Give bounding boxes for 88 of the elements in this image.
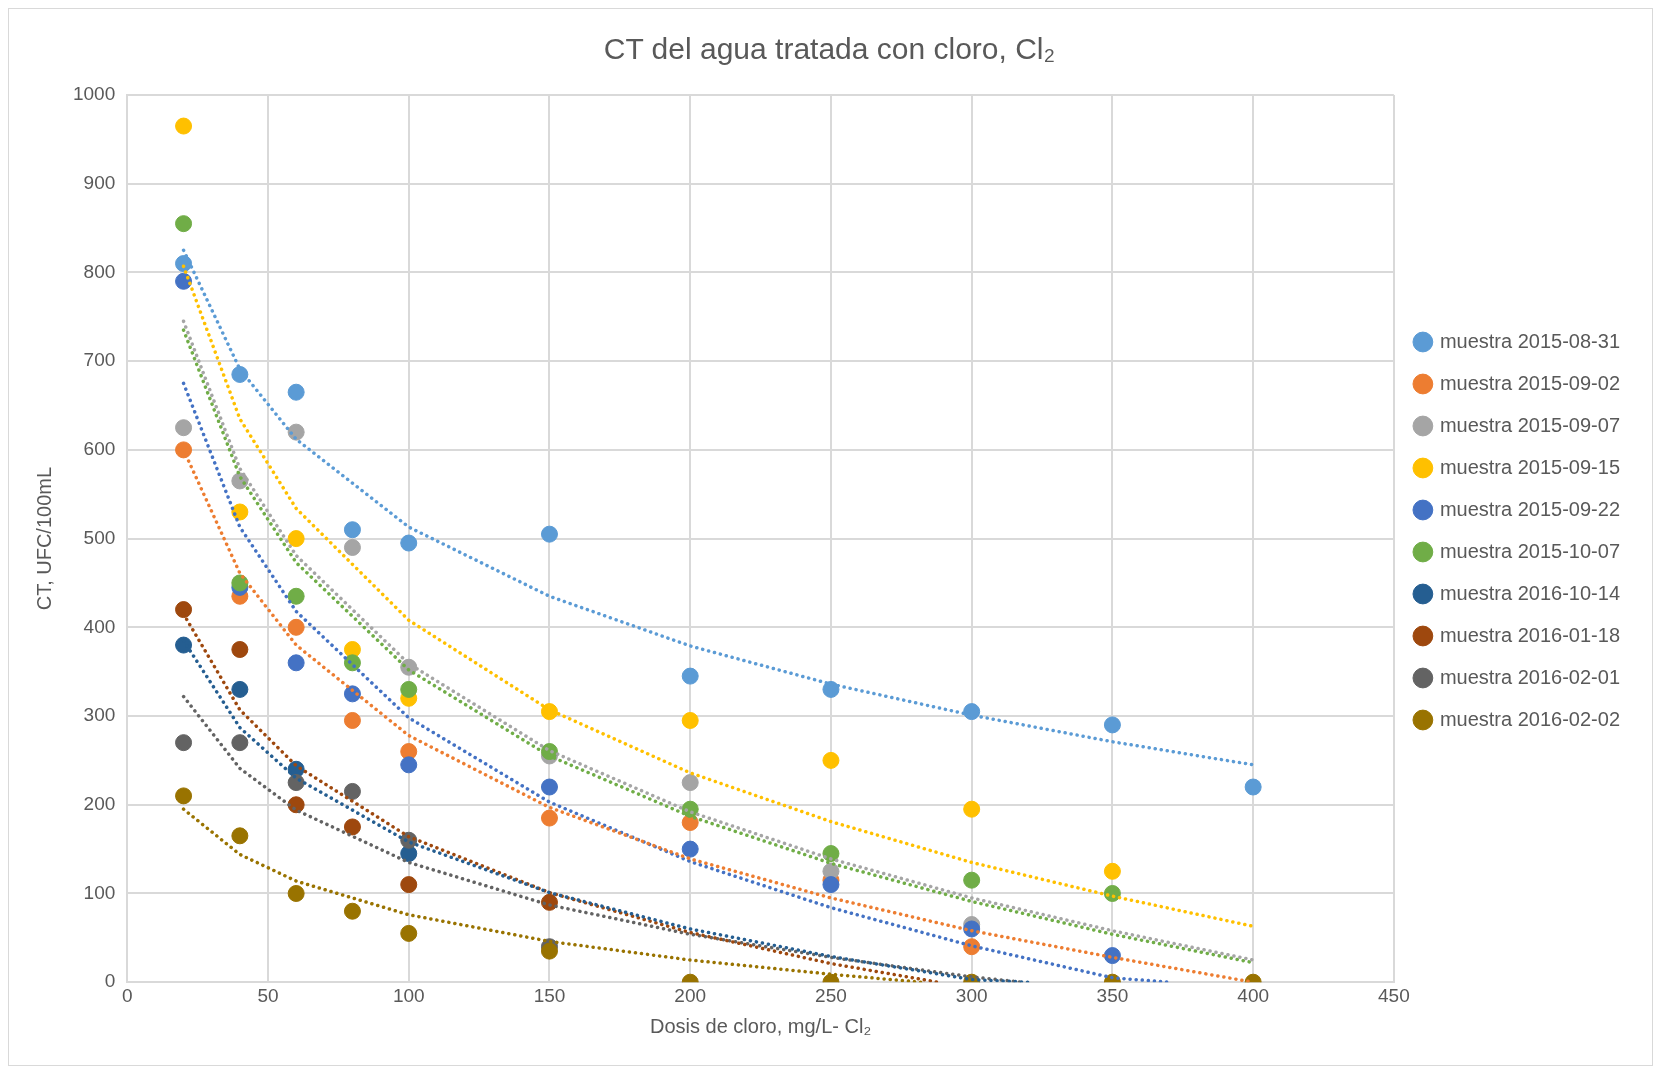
legend-label: muestra 2015-09-07 — [1439, 413, 1620, 436]
point — [400, 876, 418, 894]
point — [343, 902, 361, 920]
point — [287, 587, 305, 605]
x-tick-label: 400 — [1237, 984, 1270, 1006]
chart-title: CT del agua tratada con cloro, Cl₂ — [603, 32, 1056, 66]
y-tick-label: 1000 — [72, 83, 116, 105]
point — [681, 711, 699, 729]
point — [287, 884, 305, 902]
legend-label: muestra 2016-10-14 — [1439, 581, 1620, 604]
point — [287, 774, 305, 792]
y-axis-title: CT, UFC/100mL — [32, 466, 55, 611]
point — [175, 117, 193, 135]
point — [681, 667, 699, 685]
point — [1103, 716, 1121, 734]
x-axis-title: Dosis de cloro, mg/L- Cl₂ — [649, 1014, 872, 1037]
point — [540, 778, 558, 796]
y-tick-label: 300 — [83, 704, 116, 726]
point — [822, 876, 840, 894]
point — [175, 215, 193, 233]
x-tick-label: 150 — [533, 984, 566, 1006]
point — [400, 924, 418, 942]
point — [231, 365, 249, 383]
point — [681, 774, 699, 792]
legend-label: muestra 2016-02-02 — [1439, 707, 1620, 730]
x-tick-label: 450 — [1378, 984, 1410, 1006]
point — [343, 538, 361, 556]
point — [287, 530, 305, 548]
legend-label: muestra 2015-09-15 — [1439, 455, 1620, 478]
point — [343, 818, 361, 836]
y-tick-label: 900 — [83, 171, 116, 193]
x-tick-label: 0 — [121, 984, 133, 1006]
point — [287, 383, 305, 401]
x-tick-label: 350 — [1096, 984, 1129, 1006]
point — [540, 809, 558, 827]
point — [175, 734, 193, 752]
point — [231, 680, 249, 698]
legend-label: muestra 2015-10-07 — [1439, 539, 1620, 562]
point — [963, 703, 981, 721]
legend-label: muestra 2016-02-01 — [1439, 665, 1620, 688]
legend-label: muestra 2015-08-31 — [1439, 329, 1620, 352]
x-tick-label: 50 — [257, 984, 279, 1006]
point — [343, 782, 361, 800]
y-tick-label: 500 — [83, 526, 116, 548]
point — [1103, 862, 1121, 880]
point — [175, 636, 193, 654]
point — [1244, 778, 1262, 796]
y-tick-label: 100 — [83, 881, 116, 903]
point — [175, 419, 193, 437]
point — [287, 618, 305, 636]
point — [175, 787, 193, 805]
point — [540, 703, 558, 721]
line-series — [181, 381, 1171, 983]
point — [681, 840, 699, 858]
legend-label: muestra 2015-09-22 — [1439, 497, 1620, 520]
y-tick-label: 600 — [83, 438, 116, 460]
y-tick-label: 0 — [104, 970, 116, 992]
point — [343, 521, 361, 539]
point — [400, 680, 418, 698]
point — [540, 942, 558, 960]
y-tick-label: 700 — [83, 349, 116, 371]
point — [963, 800, 981, 818]
y-tick-label: 200 — [83, 792, 116, 814]
point — [400, 756, 418, 774]
y-tick-label: 400 — [83, 615, 116, 637]
point — [540, 525, 558, 543]
point — [231, 574, 249, 592]
x-tick-label: 100 — [392, 984, 425, 1006]
point — [343, 711, 361, 729]
point — [231, 503, 249, 521]
x-tick-label: 250 — [815, 984, 847, 1006]
legend-label: muestra 2015-09-02 — [1439, 371, 1620, 394]
legend-label: muestra 2016-01-18 — [1439, 623, 1620, 646]
y-tick-label: 800 — [83, 260, 116, 282]
x-tick-label: 200 — [674, 984, 707, 1006]
point — [963, 871, 981, 889]
point — [1103, 884, 1121, 902]
point — [822, 751, 840, 769]
point — [400, 534, 418, 552]
point — [231, 641, 249, 658]
point — [175, 601, 193, 619]
line-series — [181, 807, 923, 983]
point — [822, 680, 840, 698]
point — [231, 734, 249, 752]
point — [231, 827, 249, 845]
x-tick-label: 300 — [955, 984, 988, 1006]
point — [175, 441, 193, 459]
point — [287, 654, 305, 672]
